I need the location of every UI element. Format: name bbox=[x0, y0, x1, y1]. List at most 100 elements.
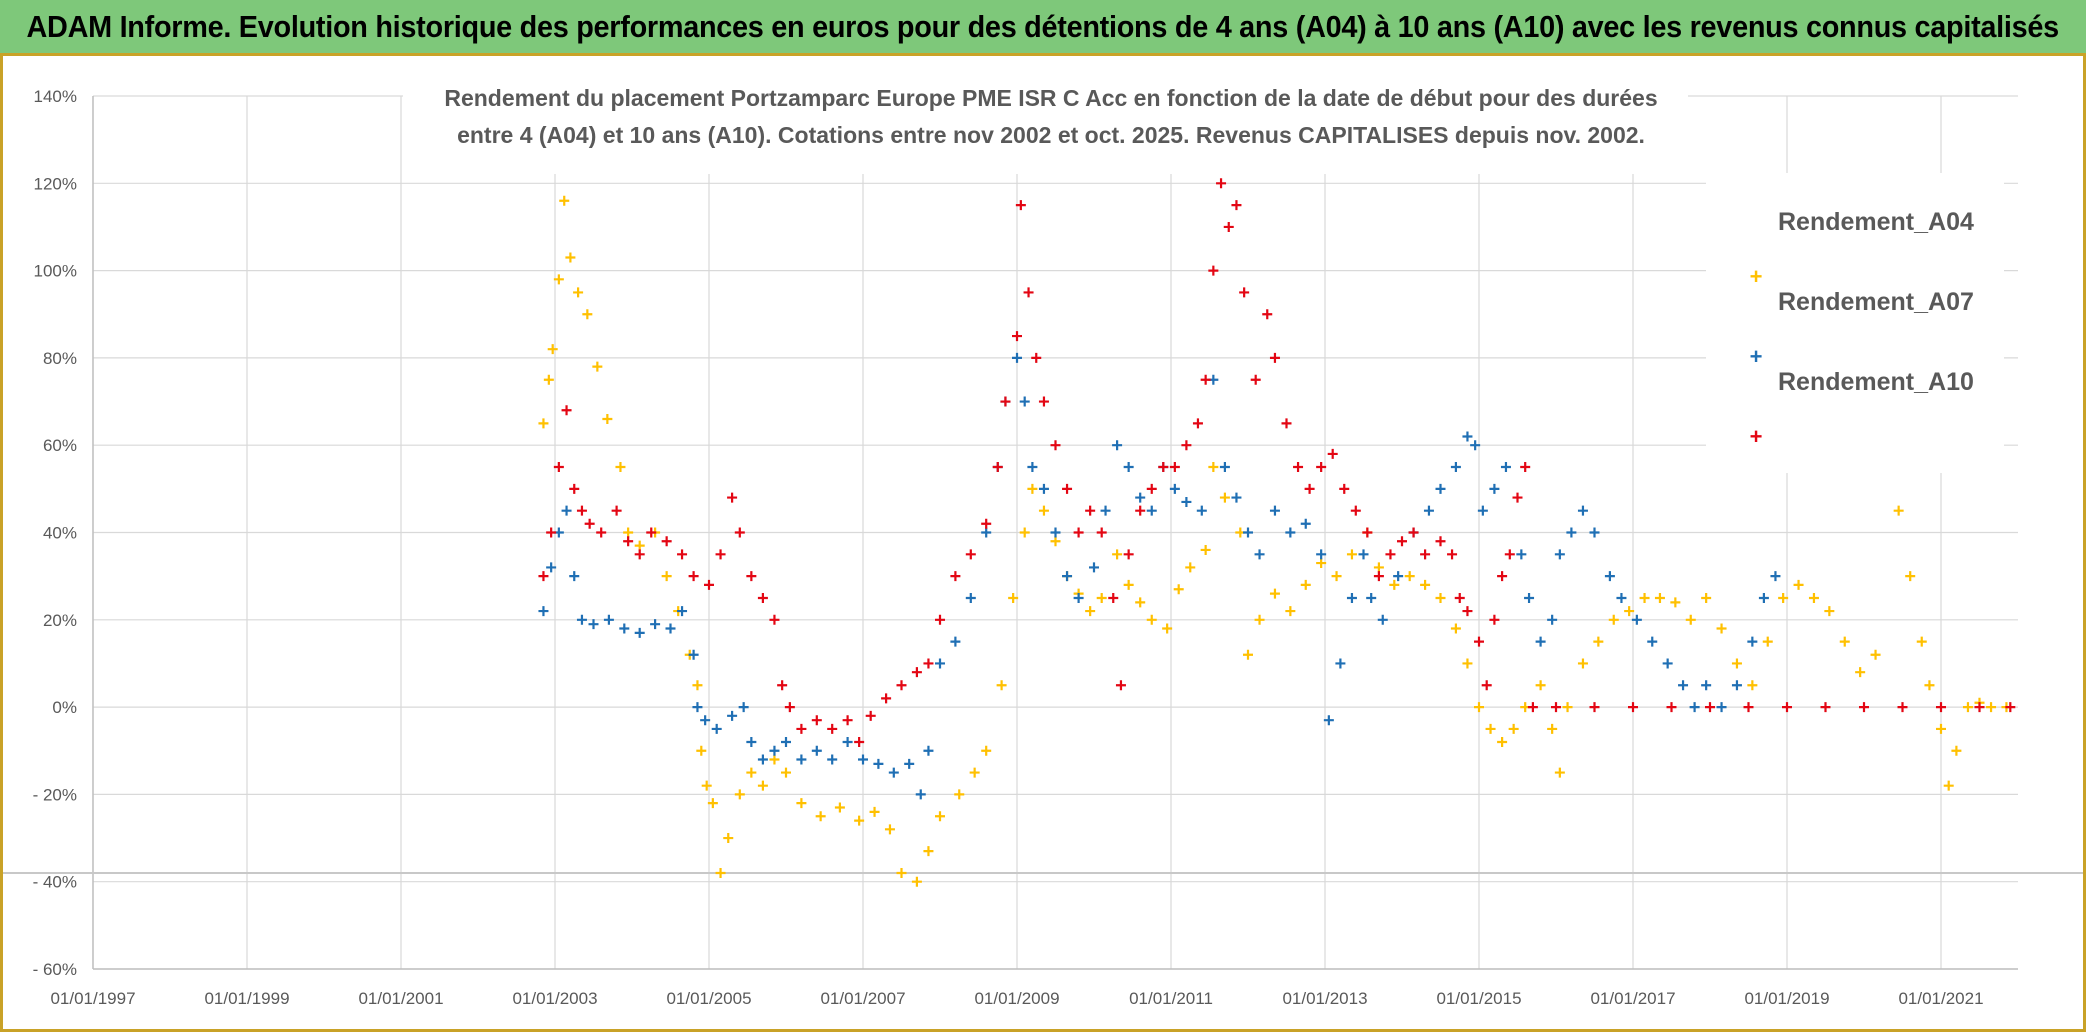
point-rendement-a07 bbox=[1554, 549, 1565, 560]
point-rendement-a07 bbox=[935, 658, 945, 669]
point-rendement-a10 bbox=[935, 614, 945, 625]
point-rendement-a10 bbox=[1385, 549, 1396, 560]
point-rendement-a07 bbox=[1346, 592, 1357, 603]
point-rendement-a10 bbox=[1250, 374, 1261, 385]
point-rendement-a07 bbox=[769, 745, 780, 756]
point-rendement-a04 bbox=[1185, 562, 1196, 573]
point-rendement-a10 bbox=[584, 518, 595, 529]
point-rendement-a07 bbox=[1112, 440, 1123, 451]
point-rendement-a04 bbox=[602, 414, 613, 425]
point-rendement-a10 bbox=[1551, 702, 1561, 713]
point-rendement-a04 bbox=[623, 527, 634, 538]
point-rendement-a04 bbox=[1778, 592, 1789, 603]
y-tick-label: - 20% bbox=[33, 785, 77, 804]
point-rendement-a10 bbox=[1262, 309, 1273, 320]
point-rendement-a04 bbox=[573, 287, 584, 298]
point-rendement-a04 bbox=[896, 867, 907, 878]
legend-background bbox=[1706, 173, 2004, 473]
point-rendement-a07 bbox=[1589, 527, 1600, 538]
point-rendement-a07 bbox=[757, 754, 768, 765]
point-rendement-a07 bbox=[1269, 505, 1280, 516]
y-tick-label: - 40% bbox=[33, 873, 77, 892]
point-rendement-a04 bbox=[734, 789, 745, 800]
point-rendement-a04 bbox=[615, 462, 626, 473]
point-rendement-a10 bbox=[634, 549, 645, 560]
point-rendement-a07 bbox=[1196, 505, 1207, 516]
point-rendement-a07 bbox=[1716, 702, 1727, 713]
point-rendement-a10 bbox=[1974, 702, 1985, 713]
point-rendement-a10 bbox=[715, 549, 726, 560]
point-rendement-a10 bbox=[1015, 200, 1026, 211]
point-rendement-a10 bbox=[688, 571, 699, 582]
point-rendement-a10 bbox=[1462, 606, 1473, 617]
point-rendement-a10 bbox=[1628, 702, 1638, 713]
y-tick-label: 80% bbox=[43, 349, 77, 368]
point-rendement-a10 bbox=[1489, 614, 1500, 625]
point-rendement-a04 bbox=[1670, 597, 1681, 608]
point-rendement-a07 bbox=[842, 737, 853, 748]
point-rendement-a10 bbox=[1135, 505, 1146, 516]
point-rendement-a07 bbox=[546, 562, 557, 573]
point-rendement-a10 bbox=[811, 715, 822, 726]
point-rendement-a10 bbox=[1031, 352, 1042, 363]
point-rendement-a04 bbox=[781, 767, 791, 778]
banner-title: ADAM Informe. Evolution historique des p… bbox=[26, 8, 2060, 44]
point-rendement-a04 bbox=[701, 780, 712, 791]
point-rendement-a07 bbox=[576, 614, 587, 625]
point-rendement-a04 bbox=[954, 789, 965, 800]
point-rendement-a04 bbox=[692, 680, 703, 691]
point-rendement-a04 bbox=[553, 274, 564, 285]
point-rendement-a04 bbox=[1839, 636, 1850, 647]
point-rendement-a04 bbox=[1285, 606, 1296, 617]
point-rendement-a04 bbox=[1254, 614, 1265, 625]
y-tick-label: 120% bbox=[34, 174, 77, 193]
point-rendement-a10 bbox=[923, 658, 934, 669]
point-rendement-a04 bbox=[547, 344, 558, 355]
point-rendement-a10 bbox=[1339, 483, 1350, 494]
point-rendement-a04 bbox=[911, 876, 922, 887]
point-rendement-a07 bbox=[915, 789, 926, 800]
point-rendement-a10 bbox=[538, 571, 549, 582]
x-tick-label: 01/01/2015 bbox=[1436, 989, 1521, 1008]
point-rendement-a10 bbox=[1169, 462, 1180, 473]
point-rendement-a10 bbox=[1208, 265, 1219, 276]
point-rendement-a10 bbox=[784, 702, 795, 713]
point-rendement-a10 bbox=[1666, 702, 1677, 713]
point-rendement-a07 bbox=[727, 710, 738, 721]
point-rendement-a07 bbox=[1577, 505, 1588, 516]
point-rendement-a07 bbox=[1219, 462, 1230, 473]
point-rendement-a07 bbox=[1135, 492, 1146, 503]
point-rendement-a07 bbox=[811, 745, 822, 756]
point-rendement-a04 bbox=[1135, 597, 1146, 608]
point-rendement-a10 bbox=[727, 492, 738, 503]
point-rendement-a07 bbox=[1254, 549, 1265, 560]
point-rendement-a10 bbox=[1589, 702, 1600, 713]
point-rendement-a10 bbox=[1408, 527, 1419, 538]
point-rendement-a10 bbox=[1115, 680, 1126, 691]
point-rendement-a04 bbox=[1208, 462, 1219, 473]
point-rendement-a10 bbox=[1420, 549, 1431, 560]
point-rendement-a10 bbox=[1820, 702, 1831, 713]
point-rendement-a04 bbox=[1701, 592, 1712, 603]
point-rendement-a04 bbox=[1096, 592, 1107, 603]
point-rendement-a04 bbox=[1943, 780, 1954, 791]
point-rendement-a07 bbox=[1050, 527, 1061, 538]
point-rendement-a10 bbox=[677, 549, 688, 560]
point-rendement-a07 bbox=[619, 623, 630, 634]
point-rendement-a10 bbox=[704, 579, 714, 590]
point-rendement-a07 bbox=[1423, 505, 1434, 516]
point-rendement-a07 bbox=[1243, 527, 1253, 538]
legend-label-a07: Rendement_A07 bbox=[1778, 288, 1974, 316]
point-rendement-a10 bbox=[827, 723, 838, 734]
point-rendement-a10 bbox=[1062, 483, 1073, 494]
point-rendement-a07 bbox=[1073, 592, 1084, 603]
x-tick-label: 01/01/2003 bbox=[512, 989, 597, 1008]
chart-title-background bbox=[403, 74, 1688, 174]
point-rendement-a10 bbox=[865, 710, 876, 721]
y-tick-label: 140% bbox=[34, 87, 77, 106]
point-rendement-a07 bbox=[1477, 505, 1488, 516]
point-rendement-a07 bbox=[634, 627, 645, 638]
point-rendement-a04 bbox=[884, 824, 895, 835]
point-rendement-a04 bbox=[1300, 579, 1311, 590]
point-rendement-a04 bbox=[1762, 636, 1773, 647]
